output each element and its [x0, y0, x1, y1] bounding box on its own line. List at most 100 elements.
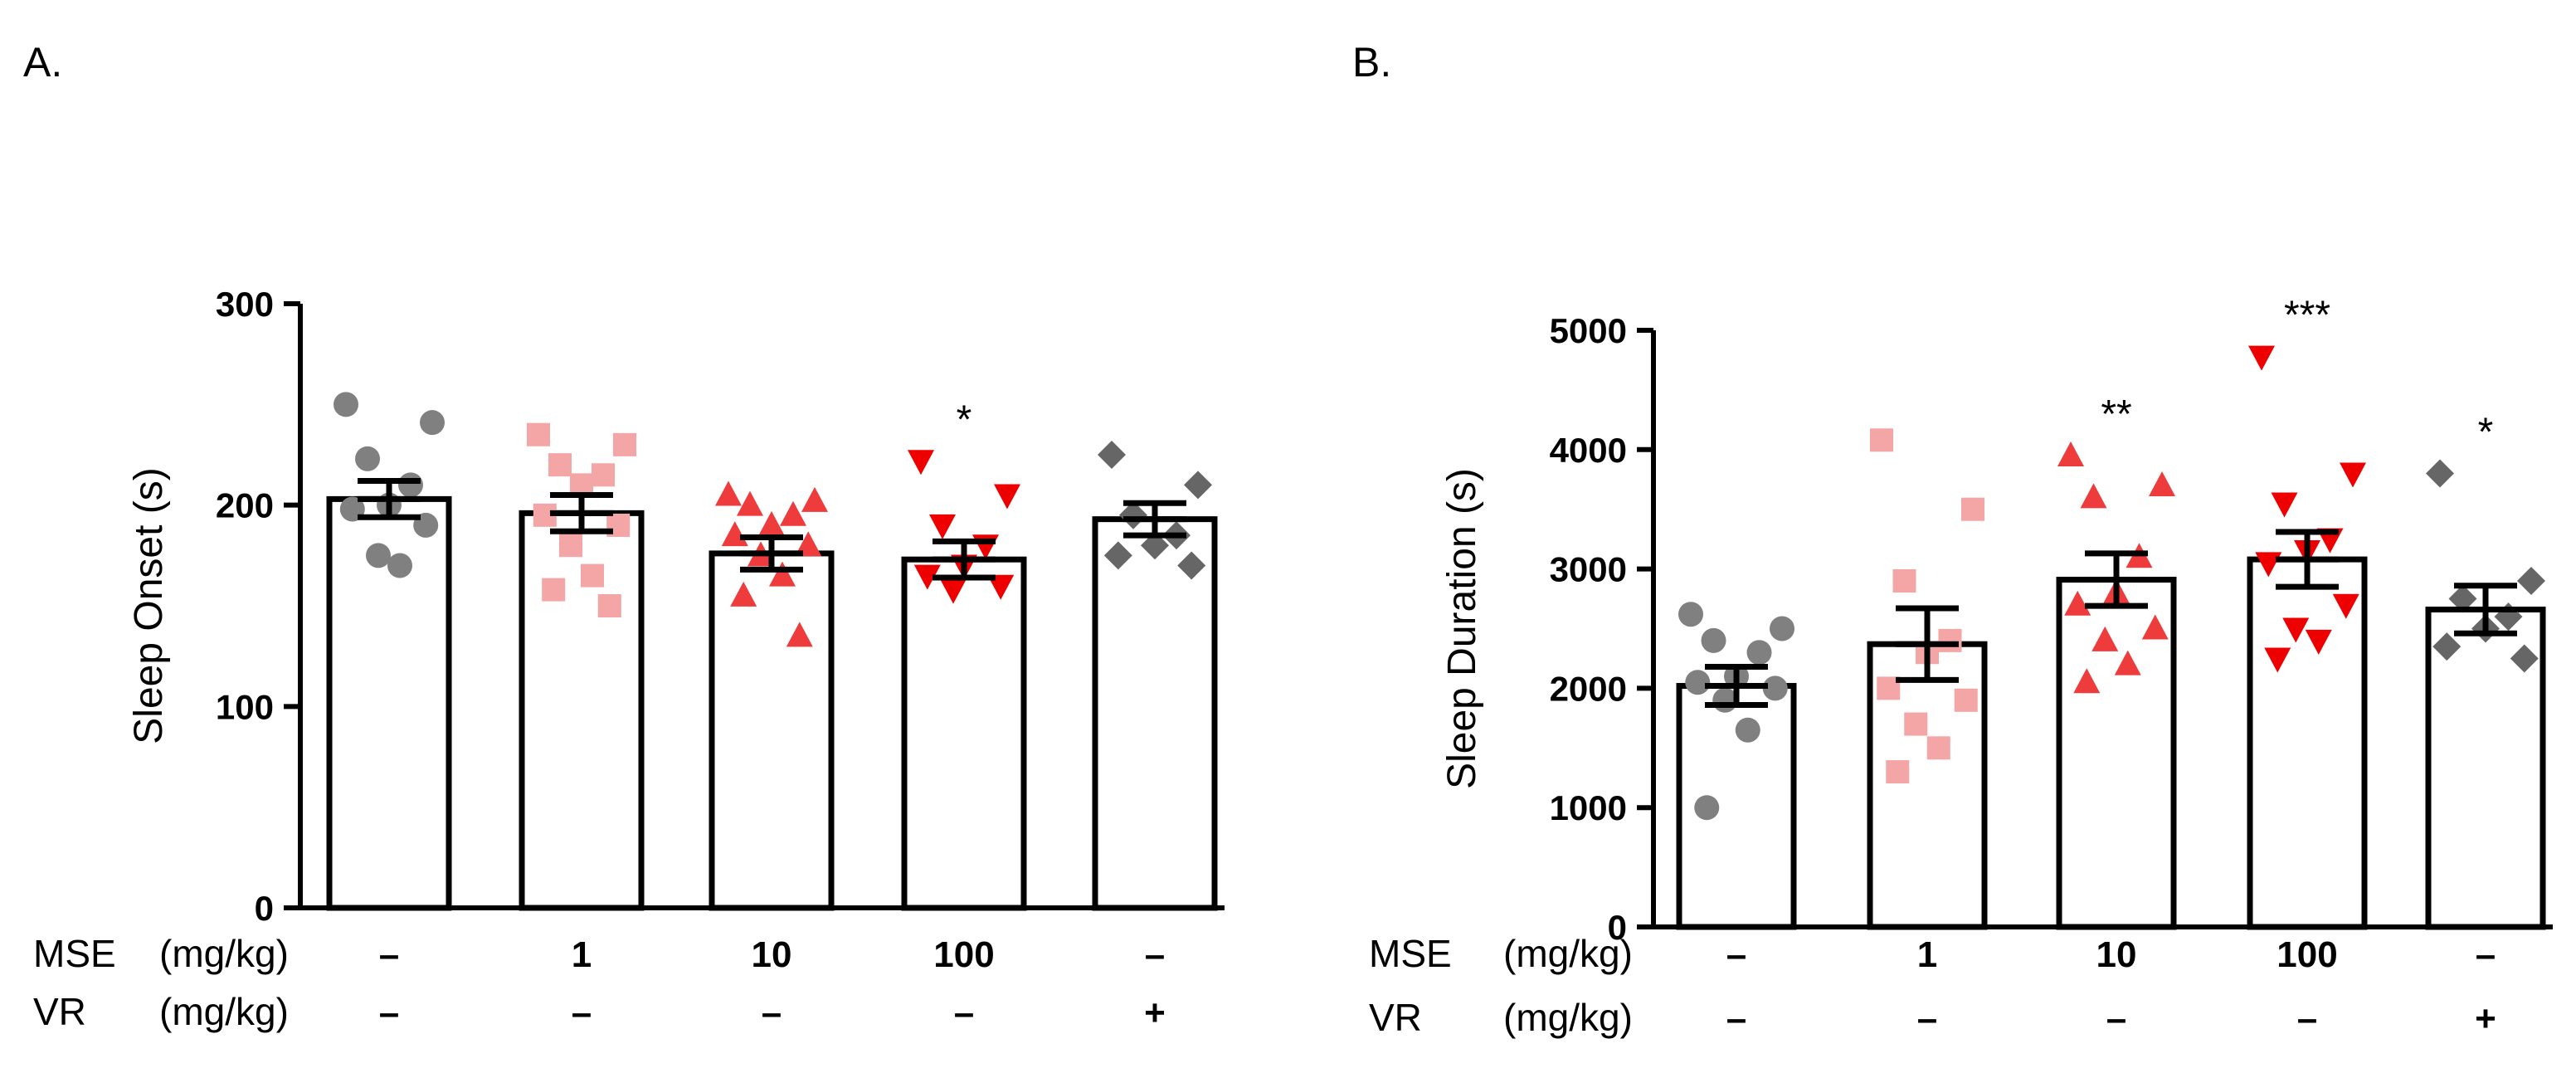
data-point-mse_100	[2305, 629, 2332, 655]
mse-dose-control: –	[379, 934, 399, 975]
y-tick-label: 4000	[1550, 431, 1627, 470]
data-point-mse_100	[2340, 462, 2366, 488]
data-point-control	[1770, 616, 1794, 641]
mse-dose-mse_1: 1	[572, 934, 592, 975]
data-point-vr	[1119, 500, 1147, 529]
data-point-mse_1	[1938, 628, 1962, 652]
data-point-mse_100	[2282, 617, 2310, 643]
mse-dose-vr: –	[2476, 934, 2496, 975]
vr-dose-vr: +	[1144, 993, 1166, 1033]
data-point-mse_100	[987, 574, 1015, 600]
data-point-mse_1	[527, 422, 550, 446]
y-tick-label: 100	[216, 687, 274, 726]
y-axis-title: Sleep Onset (s)	[127, 467, 171, 744]
data-point-mse_1	[1926, 736, 1950, 760]
data-point-vr	[2517, 566, 2545, 595]
vr-row-unit: (mg/kg)	[1503, 996, 1633, 1039]
data-point-mse_10	[2057, 441, 2084, 466]
data-point-mse_100	[2248, 345, 2275, 371]
data-point-mse_1	[1904, 712, 1928, 736]
data-point-control	[398, 472, 423, 498]
y-tick-label: 0	[255, 889, 274, 928]
data-point-vr	[1098, 441, 1126, 469]
y-tick-label: 3000	[1550, 550, 1627, 589]
vr-dose-mse_1: –	[572, 993, 592, 1033]
vr-dose-mse_10: –	[762, 993, 782, 1033]
y-tick-label: 0	[1608, 908, 1627, 947]
data-point-control	[1735, 717, 1760, 743]
data-point-control	[1762, 676, 1788, 701]
mse-dose-mse_100: 100	[2277, 934, 2337, 975]
data-point-vr	[2448, 584, 2477, 613]
data-point-mse_100	[929, 514, 956, 539]
data-point-mse_10	[2064, 590, 2091, 616]
data-point-vr	[2426, 459, 2454, 488]
mse-dose-mse_1: 1	[1917, 934, 1937, 975]
mse-dose-vr: –	[1145, 934, 1165, 975]
data-point-mse_10	[801, 486, 828, 512]
data-point-mse_1	[1870, 428, 1893, 452]
bar-vr	[1092, 516, 1218, 911]
data-point-mse_100	[940, 578, 967, 604]
data-point-mse_10	[2149, 471, 2175, 496]
vr-dose-control: –	[1726, 998, 1746, 1039]
data-point-mse_100	[2255, 552, 2282, 578]
mse-row-unit: (mg/kg)	[159, 932, 289, 975]
data-point-mse_10	[758, 510, 785, 536]
vr-dose-vr: +	[2475, 998, 2496, 1039]
data-point-mse_10	[721, 521, 748, 547]
data-point-mse_10	[780, 500, 806, 526]
data-point-mse_1	[559, 534, 582, 558]
data-point-mse_10	[795, 531, 822, 557]
significance-mse_10: **	[2101, 393, 2131, 437]
vr-row-name: VR	[33, 990, 86, 1033]
data-point-mse_100	[2332, 593, 2359, 619]
mse-row-name: MSE	[33, 932, 116, 975]
data-point-control	[387, 553, 412, 578]
data-point-mse_10	[737, 490, 763, 516]
data-point-mse_10	[2141, 614, 2169, 640]
data-point-mse_1	[581, 563, 604, 588]
data-point-mse_1	[1886, 760, 1910, 784]
mse-dose-control: –	[1726, 934, 1746, 975]
significance-vr: *	[2478, 411, 2494, 455]
data-point-control	[1694, 795, 1720, 821]
data-point-mse_1	[548, 453, 572, 477]
mse-dose-mse_10: 10	[2096, 934, 2137, 975]
y-tick-label: 1000	[1550, 788, 1627, 827]
vr-dose-mse_10: –	[2106, 998, 2126, 1039]
data-point-mse_1	[542, 578, 566, 602]
data-point-mse_1	[597, 594, 621, 617]
y-tick-label: 2000	[1550, 669, 1627, 708]
bar-mse_10	[709, 550, 835, 911]
data-point-mse_100	[908, 450, 934, 476]
data-point-mse_1	[1961, 497, 1984, 521]
data-point-mse_100	[994, 484, 1020, 510]
data-point-control	[1678, 602, 1703, 627]
mse-row-name: MSE	[1369, 932, 1452, 975]
vr-dose-mse_100: –	[2297, 998, 2317, 1039]
data-point-mse_1	[613, 432, 636, 456]
significance-mse_100: ***	[2284, 294, 2330, 338]
data-point-mse_10	[2114, 650, 2141, 676]
data-point-mse_10	[2073, 668, 2101, 694]
panel-label: B.	[1352, 39, 1391, 85]
y-tick-label: 5000	[1550, 311, 1627, 350]
panel-b: B. Sleep Duration (s) 0 1000 2000 3000 4000 500…	[1352, 39, 2553, 1039]
data-point-vr	[1184, 471, 1212, 500]
data-point-control	[420, 410, 445, 436]
data-point-mse_100	[913, 564, 941, 590]
data-point-mse_10	[715, 480, 742, 506]
significance-mse_100: *	[957, 397, 972, 441]
data-point-control	[334, 392, 358, 417]
data-point-vr	[2432, 632, 2462, 661]
y-axis-title: Sleep Duration (s)	[1440, 468, 1484, 789]
data-point-control	[366, 543, 391, 568]
vr-dose-mse_100: –	[954, 993, 974, 1033]
mse-dose-mse_100: 100	[933, 934, 994, 975]
bar-mse_100	[901, 556, 1027, 911]
data-point-mse_1	[592, 463, 615, 487]
data-point-control	[1746, 640, 1772, 666]
data-point-vr	[1141, 531, 1169, 560]
